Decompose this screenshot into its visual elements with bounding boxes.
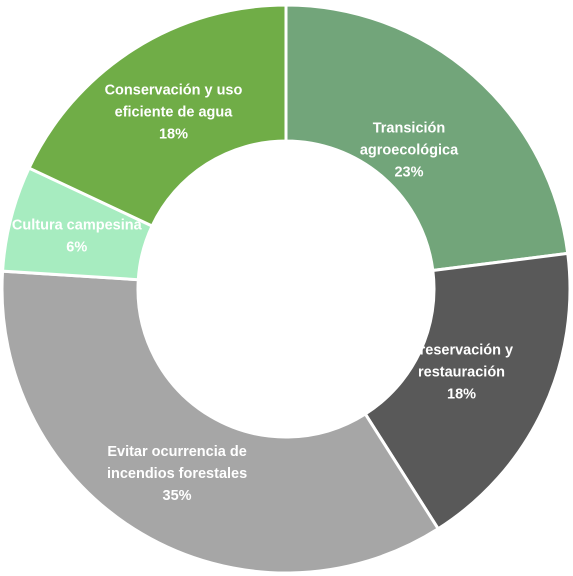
slice-label-line: restauración (418, 365, 505, 381)
slice-label-line: Transición (373, 120, 446, 136)
slices-group (0, 3, 572, 575)
slice-label: Preservación y restauración 18% (410, 343, 513, 403)
slice-label: Transición agroecológica 23% (360, 120, 459, 180)
slice-percentage: 18% (447, 387, 476, 403)
slice-label: Conservación y uso eficiente de agua 18% (105, 83, 243, 143)
slice-label: Cultura campesina 6% (12, 217, 143, 255)
slice-label-line: incendios forestales (107, 466, 247, 482)
slice-percentage: 35% (163, 488, 192, 504)
slice-label-line: agroecológica (360, 142, 459, 158)
donut-slice (363, 251, 572, 531)
slice-percentage: 6% (66, 239, 87, 255)
slice-label-line: Preservación y (410, 343, 513, 359)
labels-group: Transición agroecológica 23% Preservación y… (12, 83, 513, 505)
donut-slice (0, 269, 441, 575)
slice-label-line: Conservación y uso (105, 83, 243, 99)
donut-slice (284, 3, 570, 273)
donut-slice (27, 3, 288, 228)
slice-percentage: 23% (394, 164, 423, 180)
slice-percentage: 18% (159, 127, 188, 143)
slice-label: Evitar ocurrencia de incendios forestales… (107, 444, 247, 504)
slice-label-line: Evitar ocurrencia de (107, 444, 246, 460)
slice-label-line: eficiente de agua (115, 105, 234, 121)
slice-label-line: Cultura campesina (12, 217, 143, 233)
